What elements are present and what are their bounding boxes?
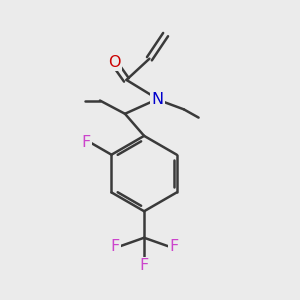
Text: N: N bbox=[151, 92, 164, 106]
Text: O: O bbox=[108, 55, 120, 70]
Text: F: F bbox=[110, 239, 119, 254]
Text: F: F bbox=[169, 239, 178, 254]
Text: F: F bbox=[140, 258, 149, 273]
Text: F: F bbox=[82, 135, 91, 150]
